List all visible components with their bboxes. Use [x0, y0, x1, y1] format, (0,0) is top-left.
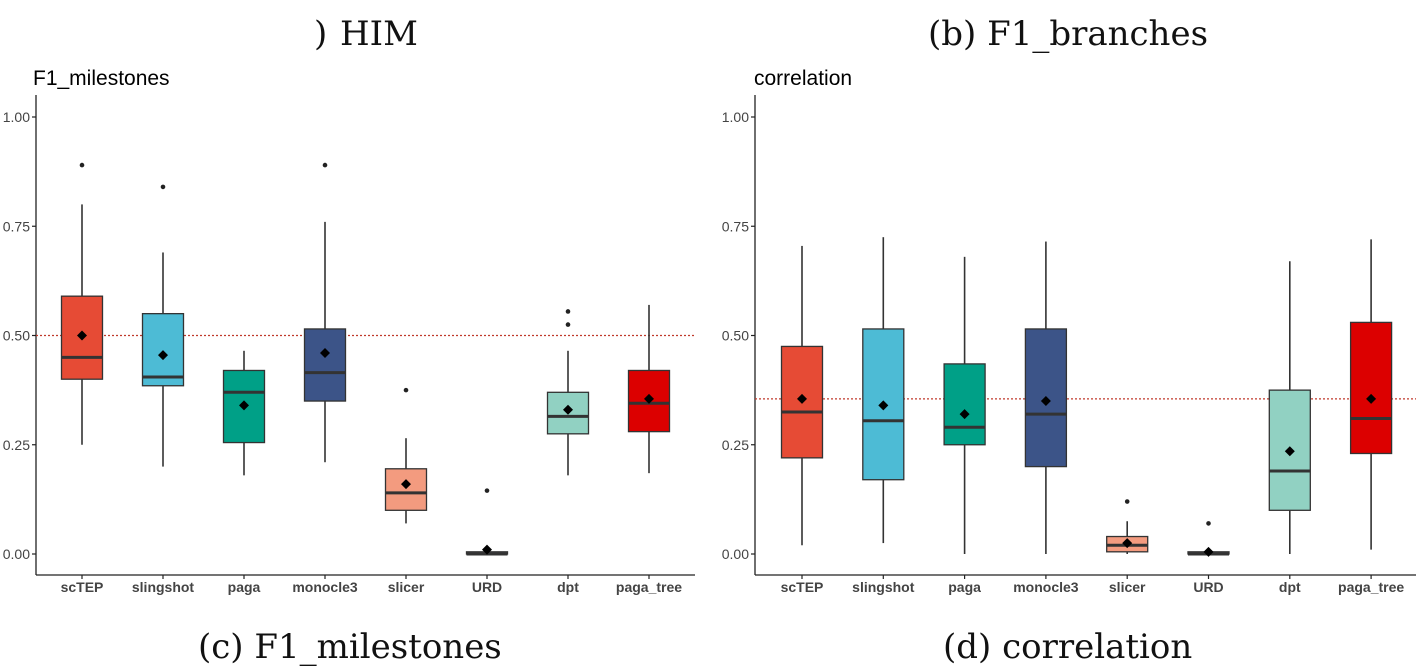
box-body: [141, 312, 185, 387]
x-tick-label: dpt: [557, 579, 579, 595]
y-tick-label: 0.00: [722, 546, 749, 562]
mean-marker: [797, 393, 807, 404]
mean-marker: [644, 393, 654, 404]
outlier-point: [79, 162, 85, 168]
y-tick-label: 0.75: [3, 218, 30, 234]
box-dpt: [1268, 261, 1311, 554]
mean-marker: [563, 404, 573, 415]
box-slingshot: [141, 184, 185, 467]
panel-correlation: 0.00 0.25 0.50 0.75 1.00 scTEP slingshot paga mo…: [722, 95, 1416, 595]
mean-marker: [239, 400, 249, 411]
y-tick-label: 0.25: [722, 437, 749, 453]
x-tick-label: slicer: [388, 579, 425, 595]
mean-marker: [320, 347, 330, 358]
box-paga_tree: [1349, 239, 1393, 550]
x-tick-label: monocle3: [292, 579, 358, 595]
y-tick-label: 0.50: [3, 328, 30, 344]
mean-marker: [1203, 546, 1214, 557]
outlier-point: [565, 322, 571, 327]
caption-bottom-left: (c) F1_milestones: [198, 627, 502, 667]
box-body: [1349, 321, 1393, 455]
y-tick-label: 0.25: [3, 437, 30, 453]
x-tick-label: scTEP: [781, 579, 824, 595]
x-tick-label: URD: [472, 579, 502, 595]
outlier-point: [1124, 499, 1130, 504]
mean-marker: [482, 544, 492, 555]
box-URD: [465, 488, 509, 556]
mean-marker: [158, 350, 168, 361]
x-tick-label: URD: [1193, 579, 1223, 595]
outlier-point: [565, 309, 571, 314]
x-tick-label: slicer: [1109, 579, 1146, 595]
box-slingshot: [862, 237, 905, 544]
box-scTEP: [780, 245, 824, 546]
y-tick-label: 0.00: [3, 546, 30, 562]
x-tick-label: scTEP: [61, 579, 104, 595]
mean-marker: [1284, 446, 1295, 457]
x-tick-label: paga: [228, 579, 261, 595]
box-paga: [943, 256, 986, 554]
panel-f1-milestones: 0.00 0.25 0.50 0.75 1.00 scTEP slingshot paga mo…: [3, 95, 695, 595]
outlier-point: [403, 387, 409, 393]
box-body: [384, 468, 428, 511]
x-tick-label: dpt: [1279, 579, 1301, 595]
y-tick-label: 1.00: [3, 109, 30, 125]
y-tick-label: 0.50: [722, 328, 749, 344]
outlier-point: [160, 184, 166, 190]
box-dpt: [546, 309, 590, 476]
y-tick-label: 0.75: [722, 218, 749, 234]
box-slicer: [384, 387, 428, 524]
panel-title-f1-milestones: F1_milestones: [33, 67, 170, 90]
caption-top-right: (b) F1_branches: [928, 14, 1208, 54]
mean-marker: [77, 330, 87, 341]
panel-title-correlation: correlation: [754, 67, 852, 90]
caption-bottom-right: (d) correlation: [943, 627, 1192, 667]
box-paga: [222, 350, 266, 476]
x-tick-label: slingshot: [132, 579, 195, 595]
box-paga_tree: [627, 304, 671, 474]
y-tick-label: 1.00: [722, 109, 749, 125]
x-tick-label: monocle3: [1013, 579, 1079, 595]
box-monocle3: [303, 162, 347, 463]
mean-marker: [1122, 538, 1133, 549]
outlier-point: [1206, 521, 1211, 526]
box-URD: [1187, 521, 1230, 557]
mean-marker: [1366, 393, 1377, 404]
caption-top-left-prefix: ): [314, 14, 327, 54]
box-scTEP: [60, 162, 104, 445]
mean-marker: [1040, 396, 1051, 407]
box-body: [303, 328, 347, 402]
box-monocle3: [1024, 241, 1068, 554]
x-tick-label: paga_tree: [616, 579, 682, 595]
mean-marker: [878, 400, 889, 411]
outlier-point: [484, 488, 490, 493]
x-tick-label: paga_tree: [1338, 579, 1404, 595]
caption-top-left: HIM: [340, 14, 418, 54]
box-body: [943, 363, 986, 446]
x-tick-label: slingshot: [852, 579, 915, 595]
mean-marker: [401, 479, 411, 490]
x-tick-label: paga: [948, 579, 981, 595]
mean-marker: [959, 409, 970, 420]
box-slicer: [1106, 499, 1149, 554]
outlier-point: [322, 162, 328, 168]
